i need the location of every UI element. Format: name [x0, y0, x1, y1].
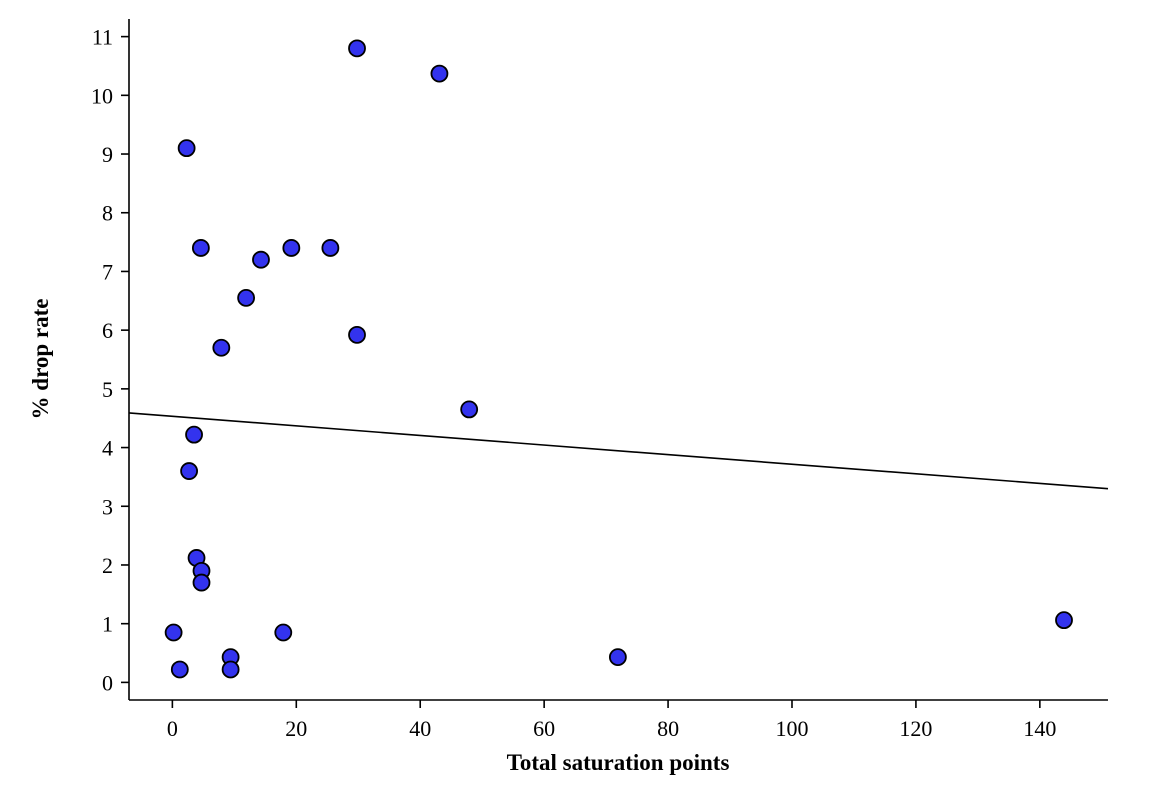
- data-point: [348, 39, 366, 58]
- data-point: [460, 400, 479, 419]
- data-point: [321, 239, 340, 257]
- data-point: [180, 462, 199, 480]
- x-tick-label: 120: [899, 716, 932, 741]
- y-tick-label: 3: [102, 494, 113, 519]
- data-point: [274, 623, 293, 642]
- x-tick-label: 0: [167, 716, 178, 741]
- axes: [128, 19, 1108, 701]
- data-point: [430, 64, 449, 83]
- y-tick-label: 2: [102, 553, 113, 578]
- data-point: [212, 338, 231, 357]
- data-point: [348, 325, 366, 344]
- y-tick-label: 7: [102, 259, 113, 284]
- data-point: [282, 239, 301, 257]
- data-points: [164, 39, 1073, 679]
- y-axis-label: % drop rate: [28, 299, 53, 420]
- data-point: [177, 139, 196, 158]
- data-point: [191, 239, 210, 257]
- trend-line: [128, 412, 1109, 490]
- x-axis-label: Total saturation points: [507, 750, 730, 775]
- y-tick-label: 0: [102, 670, 113, 695]
- x-tick-label: 40: [409, 716, 431, 741]
- y-tick-label: 6: [102, 318, 113, 343]
- data-point: [1055, 611, 1073, 630]
- data-point: [164, 623, 183, 642]
- x-tick-label: 60: [533, 716, 555, 741]
- data-point: [237, 288, 256, 307]
- data-point: [192, 573, 211, 592]
- data-point: [221, 660, 240, 679]
- data-point: [608, 648, 627, 667]
- y-tick-label: 8: [102, 201, 113, 226]
- x-tick-label: 140: [1023, 716, 1056, 741]
- x-ticks: 0 20 40 60 80 100 120 140: [167, 700, 1056, 741]
- x-tick-label: 80: [657, 716, 679, 741]
- y-tick-label: 11: [92, 25, 113, 50]
- trend-line-group: [128, 412, 1109, 490]
- data-point: [185, 425, 203, 444]
- y-tick-label: 4: [102, 436, 113, 461]
- data-point: [170, 660, 189, 679]
- x-tick-label: 20: [285, 716, 307, 741]
- y-tick-label: 10: [91, 83, 113, 108]
- y-tick-label: 9: [102, 142, 113, 167]
- y-ticks: 0 1 2 3 4 5 6 7 8 9 10 11: [91, 25, 129, 695]
- y-tick-label: 5: [102, 377, 113, 402]
- y-tick-label: 1: [102, 612, 113, 637]
- x-tick-label: 100: [775, 716, 808, 741]
- data-point: [252, 250, 270, 269]
